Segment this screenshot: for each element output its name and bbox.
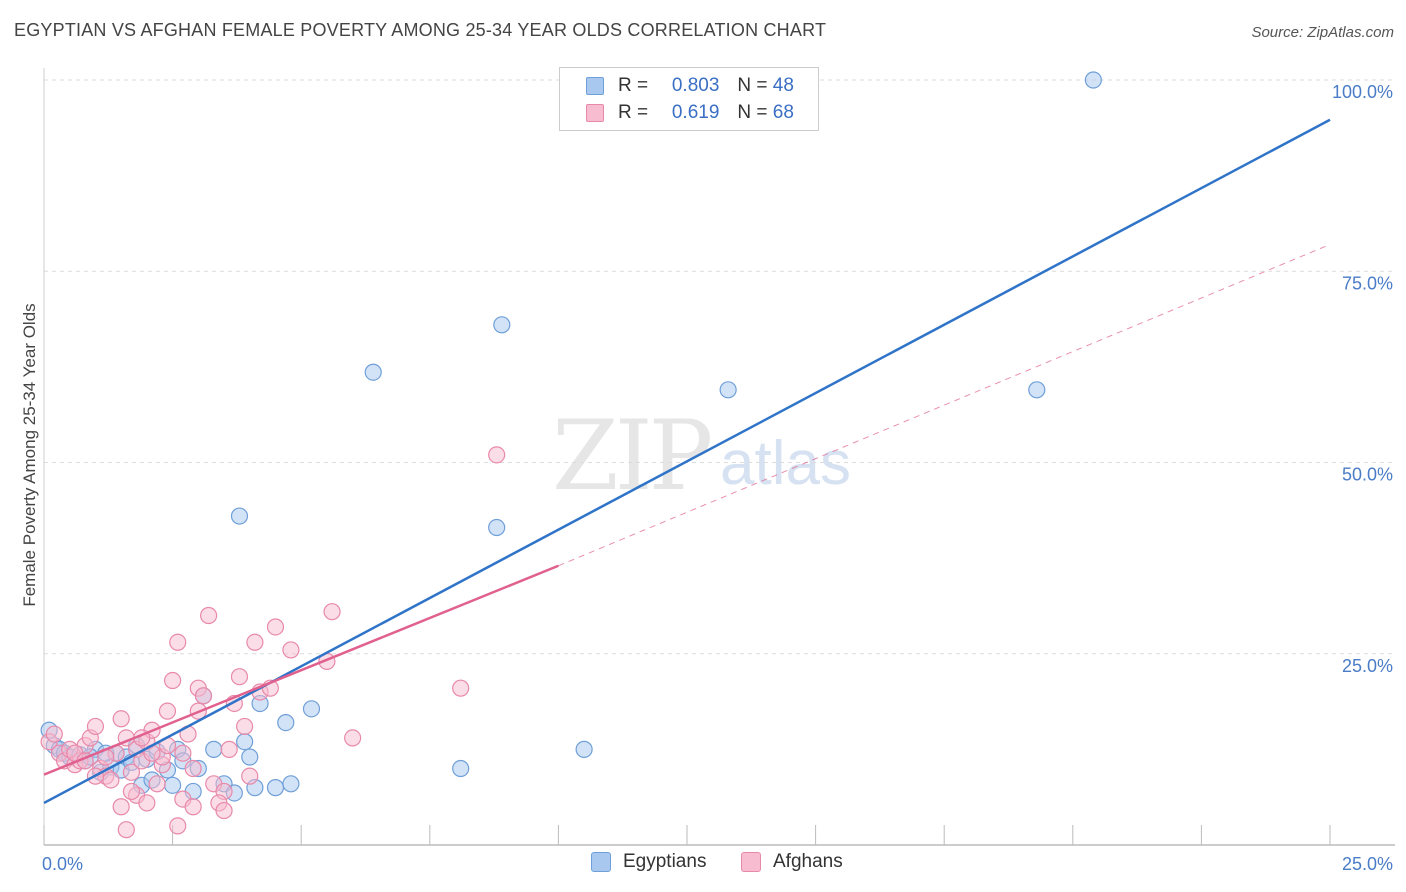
- afghans-point: [266, 618, 285, 636]
- bottom-legend-swatch-egyptians: [591, 852, 611, 872]
- afghans-point: [200, 606, 218, 625]
- legend-n-value: 48: [772, 75, 794, 96]
- legend-row-afghans: R = 0.619 N = 68: [586, 100, 794, 126]
- afghans-point: [230, 668, 249, 686]
- bottom-legend-label-egyptians: Egyptians: [623, 851, 707, 872]
- legend-r-label: R =: [618, 102, 649, 123]
- afghans-point: [164, 671, 182, 690]
- afghans-point: [241, 767, 259, 785]
- afghans-point: [169, 633, 187, 651]
- afghans-point: [138, 794, 156, 812]
- afghans-point: [102, 771, 120, 789]
- egyptians-point: [488, 518, 506, 537]
- egyptians-trend-line: [43, 118, 1331, 805]
- legend-r-label: R =: [618, 75, 649, 96]
- egyptians-point: [575, 740, 593, 758]
- egyptians-point: [230, 507, 249, 525]
- egyptians-point: [302, 700, 321, 718]
- legend-r-value: 0.803: [671, 75, 720, 96]
- legend-swatch-afghans: [586, 104, 604, 122]
- egyptians-point: [236, 733, 254, 751]
- y-tick-label: 25.0%: [1342, 656, 1393, 676]
- egyptians-point: [719, 381, 737, 399]
- y-tick-label: 50.0%: [1342, 465, 1393, 485]
- afghans-trend-line: [43, 564, 559, 776]
- chart-title: EGYPTIAN VS AFGHAN FEMALE POVERTY AMONG …: [14, 20, 827, 40]
- y-tick-label: 75.0%: [1342, 273, 1393, 293]
- afghans-point: [174, 744, 192, 762]
- correlation-legend: R = 0.803 N = 48 R = 0.619 N = 68: [559, 67, 819, 131]
- legend-row-egyptians: R = 0.803 N = 48: [586, 73, 794, 99]
- afghans-point: [194, 687, 213, 705]
- afghans-point: [184, 798, 202, 816]
- legend-n-label: N =: [737, 75, 768, 96]
- afghans-point: [112, 710, 130, 728]
- egyptians-point: [277, 713, 295, 732]
- watermark-zip: ZIP: [552, 400, 713, 512]
- afghans-point: [452, 679, 470, 697]
- afghans-point: [158, 702, 177, 720]
- afghans-point: [112, 798, 130, 816]
- afghans-point: [215, 801, 233, 820]
- afghans-trend-extension: [558, 244, 1331, 567]
- afghans-point: [184, 759, 202, 778]
- afghans-point: [122, 763, 141, 781]
- egyptians-point: [493, 316, 511, 334]
- legend-n-value: 68: [772, 102, 794, 123]
- afghans-point: [344, 729, 362, 747]
- x-tick-label: 25.0%: [1342, 854, 1393, 874]
- egyptians-point: [364, 363, 382, 381]
- bottom-legend-swatch-afghans: [741, 852, 761, 872]
- egyptians-point: [1028, 381, 1046, 399]
- legend-n-label: N =: [737, 102, 768, 123]
- afghans-point: [45, 725, 63, 743]
- bottom-legend-afghans: Afghans: [741, 851, 843, 873]
- egyptians-point: [164, 776, 182, 794]
- afghans-point: [86, 717, 105, 736]
- y-tick-label: 100.0%: [1332, 82, 1393, 102]
- egyptians-point: [205, 740, 223, 758]
- afghans-point: [488, 446, 506, 464]
- afghans-point: [246, 633, 264, 651]
- afghans-point: [169, 817, 187, 835]
- afghans-point: [117, 821, 135, 839]
- egyptians-point: [452, 759, 470, 778]
- legend-r-value: 0.619: [671, 102, 720, 123]
- egyptians-point: [241, 748, 259, 766]
- bottom-legend-egyptians: Egyptians: [591, 851, 706, 873]
- x-tick-label: 0.0%: [42, 854, 83, 874]
- watermark-atlas: atlas: [720, 429, 851, 498]
- afghans-point: [282, 641, 300, 659]
- egyptians-point: [1084, 71, 1102, 89]
- egyptians-point: [266, 779, 285, 797]
- bottom-legend-label-afghans: Afghans: [773, 851, 843, 872]
- afghans-point: [148, 775, 166, 793]
- afghans-point: [122, 782, 141, 801]
- afghans-point: [323, 603, 341, 621]
- chart-source: Source: ZipAtlas.com: [1251, 24, 1394, 41]
- egyptians-point: [282, 775, 300, 793]
- afghans-point: [220, 740, 238, 758]
- legend-swatch-egyptians: [586, 77, 604, 95]
- afghans-point: [236, 717, 254, 736]
